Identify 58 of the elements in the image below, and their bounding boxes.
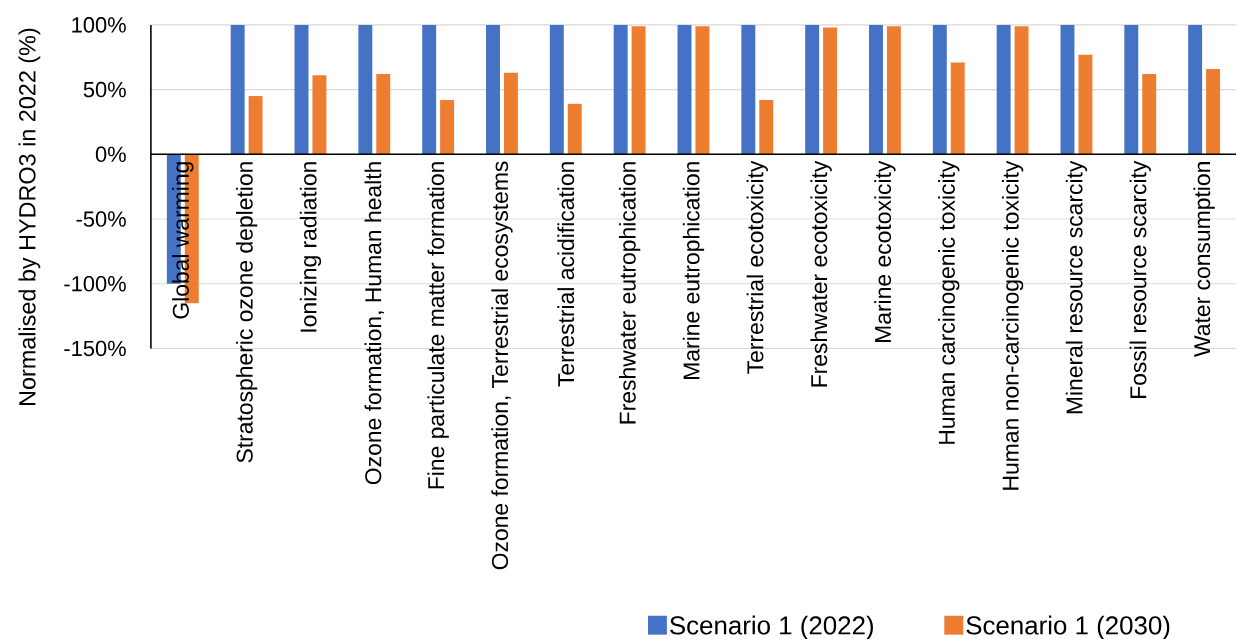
legend-label: Scenario 1 (2030) bbox=[966, 615, 1170, 639]
x-tick-label: Stratospheric ozone depletion bbox=[235, 162, 258, 463]
bar bbox=[759, 99, 774, 155]
x-tick-label: Marine ecotoxicity bbox=[874, 160, 896, 342]
bar bbox=[312, 75, 327, 155]
y-axis-title: Normalised by HYDRO3 in 2022 (%) bbox=[18, 28, 41, 405]
bar bbox=[1188, 24, 1203, 155]
x-tick-label: Human non-carcinogenic toxicity bbox=[1001, 160, 1024, 490]
x-tick-label: Terrestrial acidification bbox=[557, 162, 575, 387]
x-tick-label: Water consumption bbox=[1193, 162, 1215, 357]
x-tick-label: Freshwater ecotoxicity bbox=[810, 160, 832, 387]
bar bbox=[230, 24, 245, 155]
x-tick-label: Ionizing radiation bbox=[299, 162, 322, 332]
x-tick-label: Ozone formation, Terrestrial ecosystems bbox=[491, 161, 513, 570]
y-tick-label: 50% bbox=[83, 81, 126, 98]
bar bbox=[613, 24, 628, 155]
x-tick-label: Marine eutrophication bbox=[682, 162, 705, 379]
bar bbox=[677, 24, 692, 155]
bar bbox=[950, 62, 965, 155]
bar bbox=[695, 26, 710, 155]
bar bbox=[376, 74, 391, 155]
y-tick-label: 100% bbox=[72, 17, 126, 33]
x-tick-label: Mineral resource scarcity bbox=[1065, 160, 1088, 414]
bar bbox=[440, 99, 455, 155]
bar bbox=[996, 24, 1011, 155]
y-tick-label: -100% bbox=[64, 275, 126, 292]
bar bbox=[805, 24, 820, 155]
y-tick-label: -150% bbox=[64, 340, 126, 357]
bar bbox=[1206, 68, 1221, 155]
bar bbox=[869, 24, 883, 155]
bar bbox=[741, 24, 756, 155]
bar bbox=[567, 103, 582, 155]
bar bbox=[294, 24, 309, 155]
bar bbox=[1014, 26, 1029, 155]
bar bbox=[823, 27, 838, 155]
bar bbox=[248, 96, 263, 155]
bar bbox=[503, 72, 518, 155]
legend-label: Scenario 1 (2022) bbox=[670, 615, 873, 639]
y-tick-label: -50% bbox=[76, 211, 126, 227]
x-tick-label: Fossil resource scarcity bbox=[1129, 160, 1151, 398]
bar bbox=[486, 24, 500, 155]
x-tick-label: Terrestrial ecotoxicity bbox=[746, 160, 768, 374]
bar bbox=[1124, 24, 1139, 155]
bar bbox=[932, 24, 947, 155]
bar bbox=[358, 24, 373, 155]
bar bbox=[422, 24, 437, 155]
bar bbox=[1078, 54, 1093, 155]
x-tick-label: Human carcinogenic toxicity bbox=[938, 160, 960, 444]
y-tick-label: 0% bbox=[95, 146, 126, 162]
x-tick-label: Fine particulate matter formation bbox=[427, 162, 449, 489]
x-tick-label: Ozone formation, Human health bbox=[364, 162, 385, 485]
bar bbox=[886, 26, 901, 155]
x-tick-label: Freshwater eutrophication bbox=[618, 162, 641, 424]
bar bbox=[1060, 24, 1075, 155]
x-tick-label: Global warming bbox=[172, 162, 194, 319]
bar bbox=[549, 24, 564, 155]
bar bbox=[1142, 74, 1157, 155]
bar bbox=[631, 26, 646, 155]
